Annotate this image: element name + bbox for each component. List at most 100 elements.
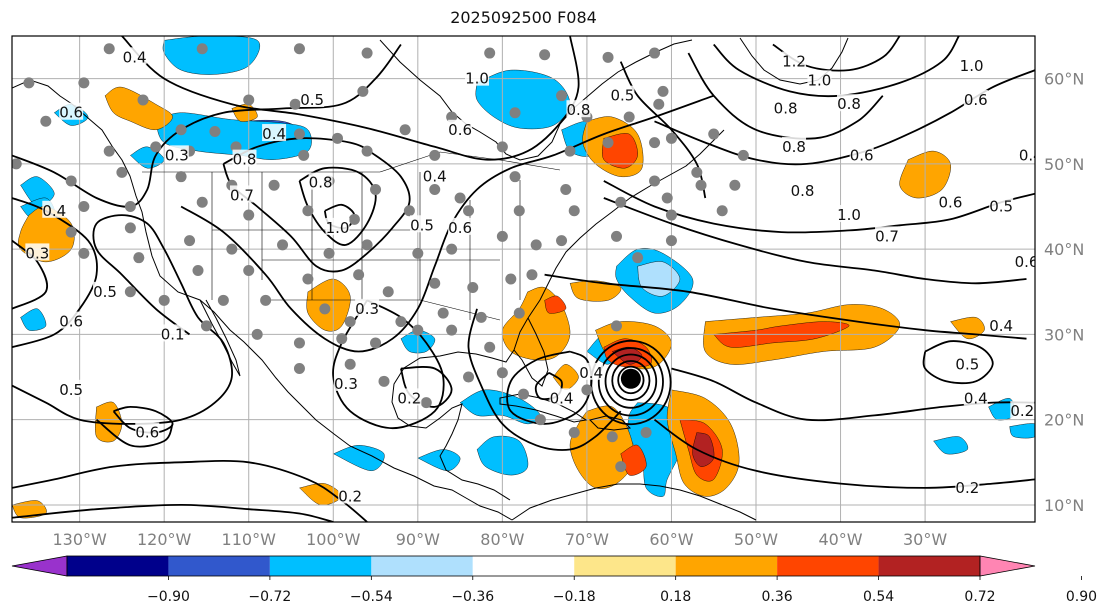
station-marker (437, 307, 449, 319)
contour-line (12, 239, 48, 310)
station-marker (661, 192, 673, 204)
contour-line (922, 340, 994, 385)
station-marker (78, 201, 90, 213)
station-marker (496, 230, 508, 242)
station-marker (65, 226, 77, 238)
station-marker (602, 51, 614, 63)
station-marker (298, 149, 310, 161)
contour-label-bg (566, 100, 591, 118)
contour-label: 0.8 (567, 101, 591, 119)
longitude-label: 30°W (903, 530, 947, 549)
station-marker (509, 107, 521, 119)
contour-label-bg (782, 136, 807, 154)
station-marker (420, 397, 432, 409)
longitude-label: 130°W (52, 530, 107, 549)
station-marker (361, 145, 373, 157)
contour-label-bg (782, 51, 807, 69)
colorbar-segment (269, 556, 372, 576)
contour-label: 0.6 (939, 193, 963, 211)
contour-label: 0.5 (410, 216, 434, 234)
station-marker (484, 47, 496, 59)
contour-line (95, 418, 174, 448)
station-marker (412, 324, 424, 336)
contour-label: 0.8 (233, 151, 257, 169)
station-marker (518, 388, 529, 400)
cyclone-contour (611, 360, 651, 401)
station-marker (475, 311, 487, 323)
station-marker (289, 98, 301, 110)
state-borders (142, 151, 561, 321)
station-marker (175, 124, 187, 136)
station-marker (260, 294, 272, 306)
station-marker (65, 175, 77, 187)
station-marker (357, 85, 369, 97)
station-marker (691, 166, 703, 178)
station-marker (564, 145, 576, 157)
station-marker (302, 205, 314, 217)
colorbar-tick-label: −0.90 (147, 589, 190, 605)
longitude-label: 90°W (396, 530, 440, 549)
station-marker (665, 132, 677, 144)
contour-label: 0.3 (25, 244, 49, 262)
station-marker (378, 375, 390, 387)
contour-label: 1.0 (807, 71, 831, 89)
station-marker (116, 166, 128, 178)
station-marker (196, 196, 208, 208)
station-marker (175, 171, 187, 183)
station-marker (124, 201, 136, 213)
station-marker (446, 111, 458, 123)
contour-line (12, 460, 368, 522)
contour-label-bg (325, 217, 350, 235)
station-marker (463, 205, 475, 217)
station-marker (539, 49, 551, 61)
latitude-labels: 60°N 50°N 40°N 30°N 20°N 10°N (1044, 70, 1084, 515)
contour-label: 0.8 (774, 99, 798, 117)
contour-line (12, 503, 334, 522)
contour-label-bg (989, 315, 1014, 333)
contour-line (180, 94, 715, 353)
contour-label-bg (849, 145, 874, 163)
latitude-label: 20°N (1044, 411, 1084, 430)
cyclone-center-marker (620, 368, 641, 389)
contour-label-bg (59, 379, 84, 397)
station-marker (243, 264, 255, 276)
station-marker (581, 384, 593, 396)
station-marker (412, 247, 424, 259)
station-marker (429, 183, 441, 195)
contour-label-bg (465, 68, 489, 86)
station-marker (632, 252, 644, 264)
contour-label-bg (1018, 145, 1035, 163)
station-marker (513, 307, 525, 319)
station-marker (568, 205, 580, 217)
contour-label-bg (232, 149, 257, 167)
contour-label: 0.6 (59, 104, 83, 122)
station-marker (200, 320, 212, 332)
cuba-coastline (499, 393, 588, 423)
contour-label-bg (262, 124, 287, 142)
station-marker (530, 239, 542, 251)
station-marker (348, 213, 360, 225)
station-marker (344, 358, 356, 370)
contour-labels: 0.4 0.6 0.5 1.0 0.8 0.6 0.4 0.8 0.3 0.7 0.8 1.0 0.4 0… (25, 47, 1039, 505)
station-marker (184, 235, 196, 247)
contour-label-bg (122, 47, 147, 65)
contour-label: 0.4 (42, 202, 66, 220)
anomaly-patch (933, 436, 969, 455)
station-marker (302, 273, 314, 285)
contour-label: 0.6 (135, 423, 159, 441)
contour-label-bg (790, 181, 815, 199)
contour-label-bg (333, 373, 358, 391)
contour-label-bg (42, 200, 67, 218)
contour-label: 0.4 (579, 364, 603, 382)
contour-label-bg (410, 215, 435, 233)
station-marker (382, 286, 394, 298)
contour-label: 0.6 (1015, 253, 1039, 271)
station-marker (353, 269, 365, 281)
station-marker (611, 320, 622, 332)
station-marker (103, 145, 115, 157)
contour-label: 0.8 (309, 174, 333, 192)
station-marker (293, 363, 305, 375)
station-marker (496, 141, 508, 153)
station-marker (716, 205, 728, 217)
contour-label: 0.7 (875, 227, 899, 245)
